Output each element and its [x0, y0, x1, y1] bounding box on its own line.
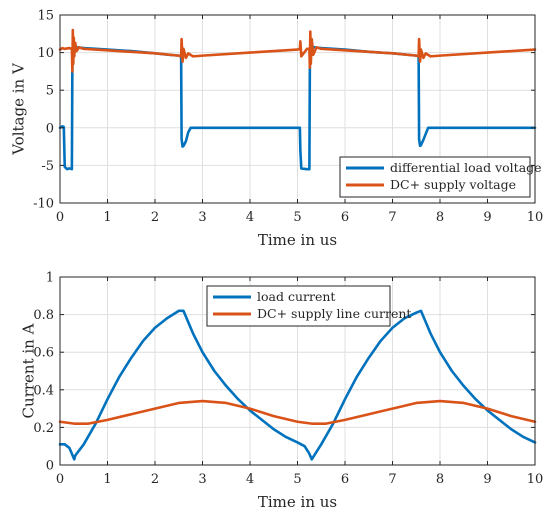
current-ticks: 0 1 2 3 4 5 6 7 8 9 10 0 0.2 0.4 0.6 0.8 1 [33, 271, 543, 488]
current-x-tick-label: 9 [483, 472, 491, 487]
current-y-tick-label: 0 [46, 459, 54, 474]
voltage-series-line-orange [58, 28, 537, 73]
current-y-tick-label: 1 [46, 271, 54, 286]
current-x-tick-label: 6 [341, 472, 349, 487]
current-x-tick-label: 10 [527, 472, 544, 487]
voltage-plot: 0 1 2 3 4 5 6 7 8 9 10 -10 -5 0 5 10 15 Time in us Volta… [9, 9, 543, 250]
current-x-axis-label: Time in us [258, 493, 337, 511]
voltage-x-tick-label: 4 [246, 210, 254, 225]
voltage-series-layer [58, 28, 537, 171]
current-x-tick-label: 0 [56, 472, 64, 487]
voltage-y-axis-label: Voltage in V [9, 62, 27, 156]
voltage-x-tick-label: 9 [483, 210, 491, 225]
voltage-x-tick-label: 6 [341, 210, 349, 225]
current-legend: load current DC+ supply line current [206, 285, 411, 327]
legend-label-load-current: load current [257, 289, 335, 304]
voltage-x-tick-label: 2 [151, 210, 159, 225]
voltage-y-tick-label: -5 [41, 159, 54, 174]
current-x-tick-label: 1 [103, 472, 111, 487]
voltage-x-tick-label: 5 [293, 210, 301, 225]
voltage-y-tick-label: -10 [33, 197, 54, 212]
voltage-x-tick-label: 0 [56, 210, 64, 225]
voltage-legend: differential load voltage DC+ supply vol… [339, 156, 542, 198]
current-y-axis-label: Current in A [19, 323, 37, 418]
voltage-x-axis-label: Time in us [258, 231, 337, 249]
legend-label-dc-supply-voltage: DC+ supply voltage [390, 177, 516, 192]
voltage-y-tick-label: 10 [37, 46, 54, 61]
current-x-tick-label: 7 [388, 472, 396, 487]
voltage-x-tick-label: 10 [527, 210, 544, 225]
current-x-tick-label: 5 [293, 472, 301, 487]
voltage-legend-box [339, 156, 531, 198]
current-legend-box [206, 285, 391, 327]
voltage-x-tick-label: 1 [103, 210, 111, 225]
voltage-x-tick-label: 8 [436, 210, 444, 225]
voltage-x-tick-label: 3 [198, 210, 206, 225]
current-series-layer [58, 309, 537, 461]
current-y-tick-label: 0.2 [33, 421, 54, 436]
current-series-line-blue [58, 309, 537, 461]
current-series-line-orange [58, 399, 537, 425]
current-x-tick-label: 8 [436, 472, 444, 487]
voltage-y-tick-label: 5 [46, 84, 54, 99]
current-y-tick-label: 0.8 [33, 308, 54, 323]
current-y-tick-label: 0.4 [33, 383, 54, 398]
legend-label-differential-load-voltage: differential load voltage [390, 160, 542, 175]
voltage-x-tick-label: 7 [388, 210, 396, 225]
voltage-y-tick-label: 15 [37, 9, 54, 24]
current-x-tick-label: 2 [151, 472, 159, 487]
current-x-tick-label: 4 [246, 472, 254, 487]
current-x-tick-label: 3 [198, 472, 206, 487]
voltage-y-tick-label: 0 [46, 121, 54, 136]
voltage-ticks: 0 1 2 3 4 5 6 7 8 9 10 -10 -5 0 5 10 15 [33, 9, 543, 226]
current-y-tick-label: 0.6 [33, 346, 54, 361]
legend-label-dc-supply-line-current: DC+ supply line current [257, 306, 411, 321]
current-plot: 0 1 2 3 4 5 6 7 8 9 10 0 0.2 0.4 0.6 0.8 1 Time in us Cu… [19, 271, 543, 512]
